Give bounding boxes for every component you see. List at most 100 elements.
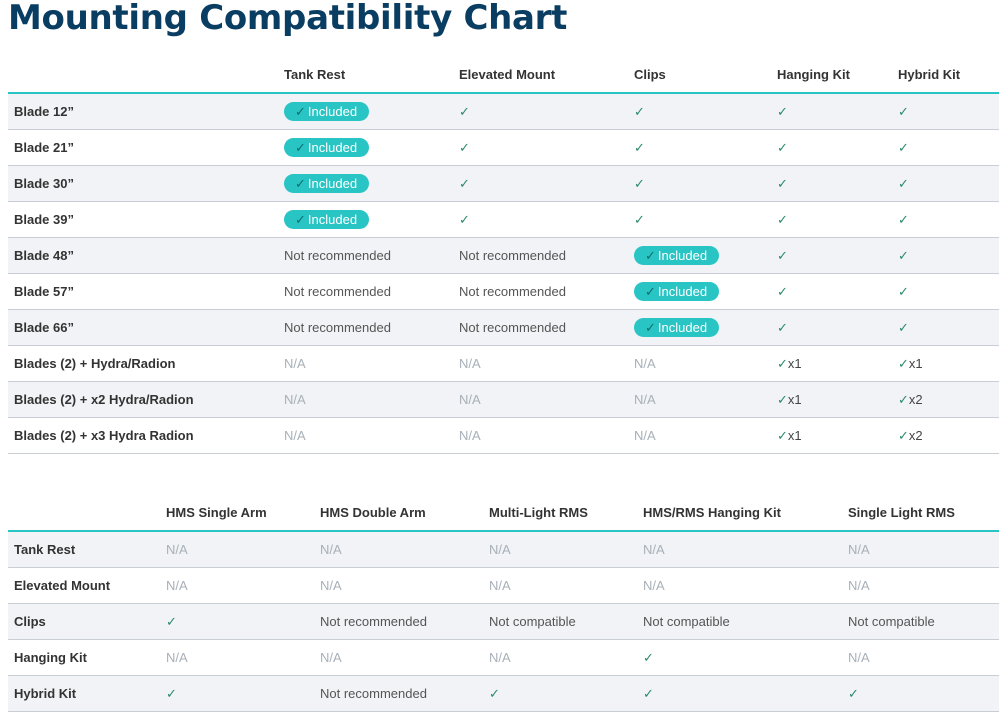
row-label: Blade 12” [8, 93, 278, 130]
table-cell: ✓x1 [771, 417, 892, 454]
table-row: Blades (2) + Hydra/Radion N/A N/A N/A ✓x1 ✓x1 [8, 345, 999, 382]
check-icon: ✓ [898, 391, 909, 407]
table-cell: Not recommended [453, 309, 628, 346]
table-cell: N/A [453, 381, 628, 418]
quantity-label: x2 [908, 391, 923, 407]
check-icon: ✓ [489, 685, 500, 701]
na-label: N/A [489, 542, 511, 557]
row-label: Blade 48” [8, 237, 278, 274]
badge-label: Included [307, 104, 358, 119]
badge-label: Included [657, 248, 708, 263]
check-icon: ✓ [645, 320, 656, 335]
table-cell: N/A [483, 567, 637, 604]
na-label: N/A [459, 428, 481, 443]
check-icon: ✓ [777, 175, 788, 191]
status-text: Not compatible [489, 614, 576, 629]
column-header-blank [8, 495, 160, 532]
check-icon: ✓ [777, 427, 788, 443]
table-cell: N/A [637, 567, 842, 604]
na-label: N/A [489, 650, 511, 665]
na-label: N/A [320, 650, 342, 665]
status-text: Not compatible [643, 614, 730, 629]
check-icon: ✓ [898, 175, 909, 191]
check-icon: ✓ [777, 355, 788, 371]
row-label: Hanging Kit [8, 639, 160, 676]
quantity-label: x1 [908, 355, 923, 371]
table-cell: ✓ Included [278, 201, 453, 238]
badge-label: Included [657, 320, 708, 335]
check-icon: ✓ [898, 247, 909, 263]
check-icon: ✓ [643, 649, 654, 665]
table-cell: ✓x2 [892, 417, 999, 454]
check-icon: ✓ [777, 283, 788, 299]
table-cell: ✓ Included [278, 165, 453, 202]
table-row: Blade 48” Not recommended Not recommended ✓… [8, 237, 999, 274]
table-cell: ✓ [453, 129, 628, 166]
table-row: Blade 66” Not recommended Not recommended ✓… [8, 309, 999, 346]
row-label: Blades (2) + Hydra/Radion [8, 345, 278, 382]
table-cell: ✓ [892, 165, 999, 202]
check-icon: ✓ [645, 248, 656, 263]
table-cell: N/A [483, 639, 637, 676]
check-icon: ✓ [295, 212, 306, 227]
row-label: Blades (2) + x2 Hydra/Radion [8, 381, 278, 418]
table-cell: N/A [314, 567, 483, 604]
table-cell: N/A [637, 531, 842, 568]
na-label: N/A [284, 356, 306, 371]
table-cell: ✓x1 [892, 345, 999, 382]
included-badge: ✓ Included [634, 246, 720, 265]
badge-label: Included [307, 212, 358, 227]
table-cell: ✓ [771, 165, 892, 202]
badge-label: Included [307, 176, 358, 191]
row-label: Tank Rest [8, 531, 160, 568]
included-badge: ✓ Included [284, 102, 370, 121]
table-cell: N/A [278, 417, 453, 454]
status-text: Not recommended [459, 320, 566, 335]
table-cell: ✓ [453, 201, 628, 238]
table-cell: N/A [314, 531, 483, 568]
table-cell: Not recommended [314, 603, 483, 640]
check-icon: ✓ [898, 283, 909, 299]
table-row: Blade 39” ✓ Included ✓ ✓ ✓ ✓ [8, 201, 999, 238]
check-icon: ✓ [898, 319, 909, 335]
table-cell: Not compatible [842, 603, 999, 640]
column-header-hanging-kit: Hanging Kit [771, 57, 892, 94]
table-cell: ✓ [892, 237, 999, 274]
table-cell: ✓ [771, 273, 892, 310]
table-cell: ✓x1 [771, 345, 892, 382]
status-text: Not recommended [284, 284, 391, 299]
column-header-elevated-mount: Elevated Mount [453, 57, 628, 94]
table-cell: N/A [628, 381, 771, 418]
table-cell: ✓ [892, 93, 999, 130]
table-cell: N/A [160, 531, 314, 568]
table-cell: ✓ [453, 165, 628, 202]
na-label: N/A [848, 650, 870, 665]
table-cell: N/A [628, 345, 771, 382]
check-icon: ✓ [898, 211, 909, 227]
table-cell: Not recommended [453, 237, 628, 274]
check-icon: ✓ [459, 211, 470, 227]
column-header-multi-light-rms: Multi-Light RMS [483, 495, 637, 532]
check-icon: ✓ [898, 103, 909, 119]
check-icon: ✓ [634, 103, 645, 119]
check-icon: ✓ [634, 211, 645, 227]
table-cell: ✓ [160, 603, 314, 640]
na-label: N/A [166, 650, 188, 665]
badge-label: Included [657, 284, 708, 299]
check-icon: ✓ [898, 427, 909, 443]
status-text: Not recommended [459, 248, 566, 263]
table-cell: ✓ [453, 93, 628, 130]
check-icon: ✓ [643, 685, 654, 701]
column-header-hms-double-arm: HMS Double Arm [314, 495, 483, 532]
table-cell: ✓ [628, 165, 771, 202]
check-icon: ✓ [777, 247, 788, 263]
included-badge: ✓ Included [634, 282, 720, 301]
table-cell: N/A [278, 345, 453, 382]
na-label: N/A [489, 578, 511, 593]
table-cell: N/A [278, 381, 453, 418]
table-row: Hybrid Kit ✓ Not recommended ✓ ✓ ✓ [8, 675, 999, 712]
mount-compatibility-table: HMS Single Arm HMS Double Arm Multi-Light … [8, 495, 999, 712]
column-header-blank [8, 57, 278, 94]
na-label: N/A [643, 578, 665, 593]
row-label: Blades (2) + x3 Hydra Radion [8, 417, 278, 454]
